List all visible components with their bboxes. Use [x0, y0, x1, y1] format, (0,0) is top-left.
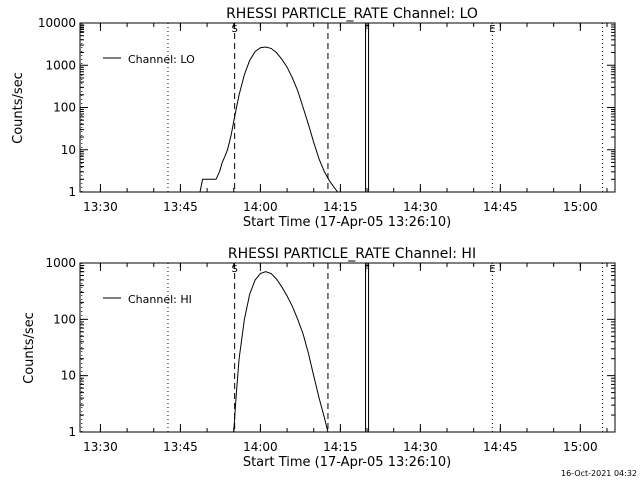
marker-label: S [231, 264, 237, 275]
y-tick-label: 1000 [45, 256, 76, 270]
chart-title: RHESSI PARTICLE_RATE Channel: LO [226, 6, 478, 22]
x-tick-label: 15:00 [563, 440, 598, 454]
x-tick-label: 13:30 [83, 440, 118, 454]
y-tick-label: 100 [53, 312, 76, 326]
plot-area: 13:30 13:45 14:00 14:15 14:30 14:45 15:00 1 10 10… [45, 256, 616, 454]
plot-frame [79, 22, 616, 193]
y-tick-label: 10 [61, 143, 76, 157]
y-axis-label: Counts/sec [22, 312, 37, 384]
series-line [233, 271, 329, 433]
x-axis-label: Start Time (17-Apr-05 13:26:10) [243, 215, 451, 230]
y-tick-label: 1 [68, 185, 76, 199]
legend-label: Channel: LO [128, 53, 195, 66]
x-tick-label: 14:15 [323, 440, 358, 454]
x-tick-label: 14:30 [403, 200, 438, 214]
plot-frame [79, 262, 616, 433]
series-line [199, 46, 339, 193]
x-tick-label: 13:45 [163, 440, 198, 454]
marker-label: E [489, 24, 495, 35]
y-tick-label: 10000 [38, 16, 76, 30]
x-tick-label: 14:30 [403, 440, 438, 454]
y-tick-label: 10 [61, 369, 76, 383]
y-tick-label: 1000 [45, 58, 76, 72]
legend-label: Channel: HI [128, 293, 192, 306]
hi-channel-panel: RHESSI PARTICLE_RATE Channel: HI Start T… [22, 246, 616, 470]
lo-channel-panel: RHESSI PARTICLE_RATE Channel: LO Start T… [11, 6, 616, 230]
x-tick-label: 14:15 [323, 200, 358, 214]
x-tick-label: 14:45 [483, 440, 518, 454]
marker-label: E [79, 264, 85, 275]
footer-timestamp: 16-Oct-2021 04:32 [561, 469, 637, 478]
x-tick-label: 14:45 [483, 200, 518, 214]
x-tick-label: 13:45 [163, 200, 198, 214]
y-tick-label: 100 [53, 101, 76, 115]
x-tick-label: 13:30 [83, 200, 118, 214]
plot-area: 13:30 13:45 14:00 14:15 14:30 14:45 15:00 1 10 10… [38, 16, 616, 214]
marker-label: F [364, 264, 370, 275]
marker-label: F [364, 24, 370, 35]
x-tick-label: 15:00 [563, 200, 598, 214]
x-axis-label: Start Time (17-Apr-05 13:26:10) [243, 455, 451, 470]
marker-label: E [79, 24, 85, 35]
marker-label: E [489, 264, 495, 275]
y-axis-label: Counts/sec [11, 72, 26, 144]
chart-title: RHESSI PARTICLE_RATE Channel: HI [228, 246, 476, 262]
marker-label: S [231, 24, 237, 35]
x-tick-label: 14:00 [243, 200, 278, 214]
x-tick-label: 14:00 [243, 440, 278, 454]
y-tick-label: 1 [68, 425, 76, 439]
legend: Channel: LO [103, 53, 195, 66]
legend: Channel: HI [103, 293, 192, 306]
